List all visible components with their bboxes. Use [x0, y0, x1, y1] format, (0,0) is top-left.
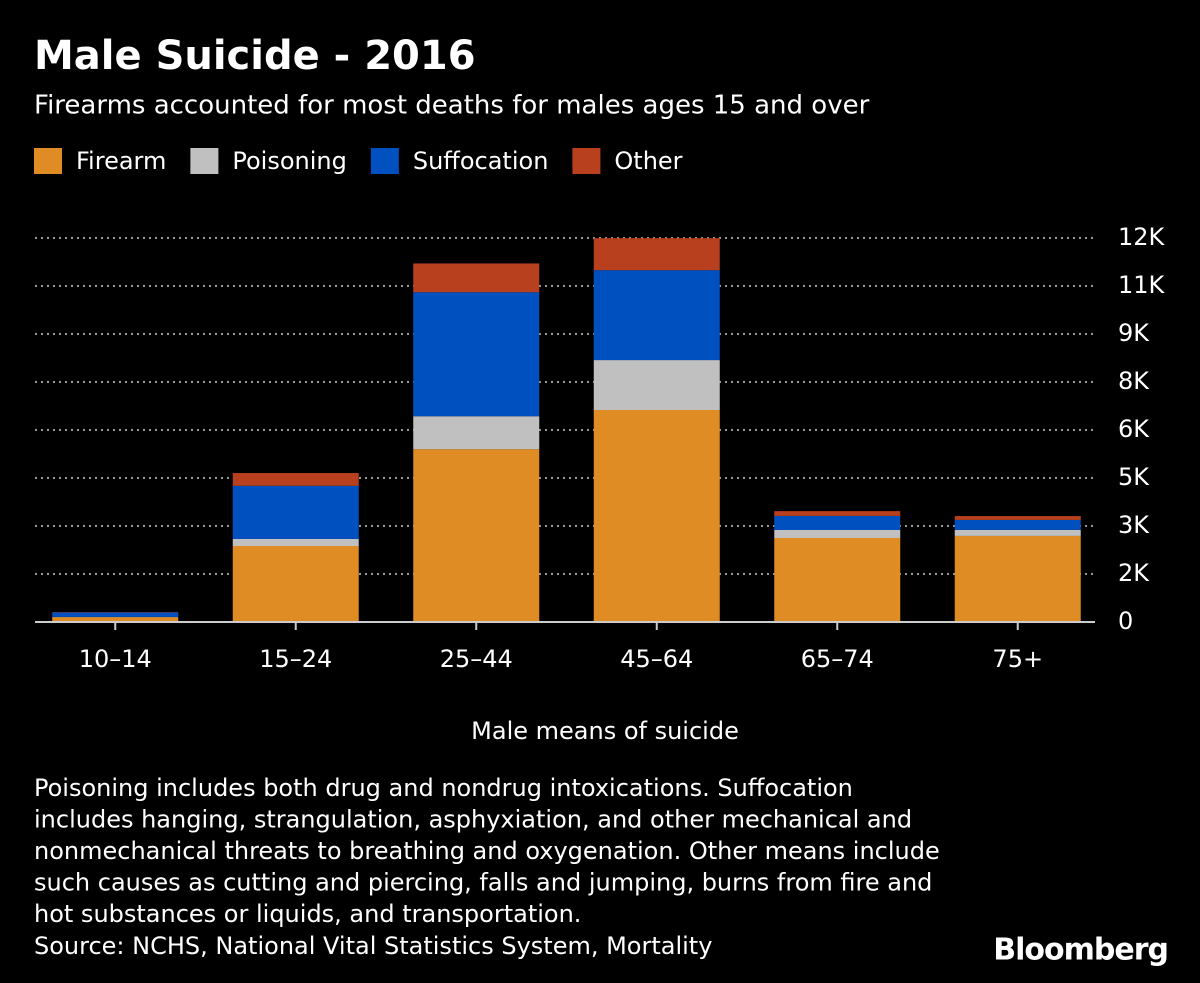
y-tick-label: 11K: [1118, 271, 1166, 299]
bar-segment: [232, 538, 359, 546]
bar-segment: [593, 238, 720, 271]
legend-swatch: [572, 148, 601, 174]
chart-subtitle: Firearms accounted for most deaths for m…: [34, 91, 870, 121]
legend-label: Poisoning: [232, 147, 346, 175]
bar-segment: [413, 449, 540, 622]
bar-segment: [954, 516, 1081, 520]
bar-segment: [232, 546, 359, 622]
x-tick-label: 45–64: [620, 645, 693, 673]
bar-segment: [593, 360, 720, 410]
y-tick-label: 9K: [1118, 319, 1150, 347]
note-line: such causes as cutting and piercing, fal…: [34, 869, 932, 897]
legend-label: Other: [614, 147, 682, 175]
bar-segment: [954, 535, 1081, 622]
bar-segment: [774, 530, 901, 538]
bar-segment: [774, 538, 901, 622]
y-tick-label: 12K: [1118, 223, 1166, 251]
bar-segment: [52, 612, 179, 617]
brand: Bloomberg: [993, 933, 1168, 968]
x-tick-label: 10–14: [79, 645, 152, 673]
bar-segment: [774, 515, 901, 530]
y-tick-label: 6K: [1118, 415, 1150, 443]
note-line: nonmechanical threats to breathing and o…: [34, 837, 940, 865]
x-tick-label: 75+: [992, 645, 1043, 673]
bar-segment: [232, 473, 359, 486]
legend-label: Firearm: [76, 147, 166, 175]
legend-label: Suffocation: [413, 147, 549, 175]
note-line: Poisoning includes both drug and nondrug…: [34, 774, 853, 802]
note-line: hot substances or liquids, and transport…: [34, 900, 581, 928]
bar-segment: [52, 617, 179, 622]
y-tick-label: 8K: [1118, 367, 1150, 395]
x-tick-label: 25–44: [440, 645, 513, 673]
bar-segment: [232, 485, 359, 539]
legend-swatch: [370, 148, 399, 174]
bar-segment: [593, 270, 720, 361]
bar-segment: [413, 416, 540, 450]
x-axis-label: Male means of suicide: [471, 717, 739, 745]
bar-segment: [593, 410, 720, 622]
bar-segment: [413, 292, 540, 417]
y-tick-label: 5K: [1118, 463, 1150, 491]
y-tick-label: 0: [1118, 607, 1133, 635]
chart-title: Male Suicide - 2016: [34, 33, 476, 79]
y-tick-label: 2K: [1118, 559, 1150, 587]
x-tick-label: 65–74: [801, 645, 874, 673]
x-tick-label: 15–24: [259, 645, 332, 673]
bar-segment: [954, 519, 1081, 530]
bar-segment: [954, 529, 1081, 536]
legend-swatch: [34, 148, 62, 174]
y-tick-label: 3K: [1118, 511, 1150, 539]
note-line: includes hanging, strangulation, asphyxi…: [34, 806, 912, 834]
source: Source: NCHS, National Vital Statistics …: [34, 932, 712, 960]
legend-swatch: [190, 148, 219, 174]
bar-segment: [774, 511, 901, 516]
bar-segment: [413, 263, 540, 293]
